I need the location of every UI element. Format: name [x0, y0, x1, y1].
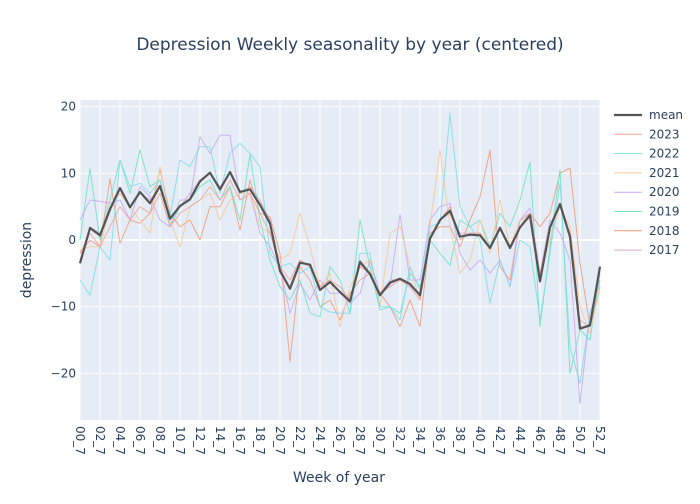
x-tick-label: 02_7 — [93, 426, 107, 455]
x-tick-label: 52_7 — [593, 426, 607, 455]
x-tick-label: 08_7 — [153, 426, 167, 455]
series-line-2021 — [79, 149, 601, 334]
x-tick-label: 16_7 — [233, 426, 247, 455]
x-tick-label: 04_7 — [113, 426, 127, 455]
legend-label-mean[interactable]: mean — [649, 108, 683, 122]
legend-label-2017[interactable]: 2017 — [649, 243, 680, 257]
series-line-2018 — [79, 149, 601, 363]
chart-title: Depression Weekly seasonality by year (c… — [136, 35, 563, 55]
series-line-mean — [78, 170, 602, 330]
x-tick-label: 36_7 — [433, 426, 447, 455]
x-tick-label: 42_7 — [493, 426, 507, 455]
x-tick-label: 26_7 — [333, 426, 347, 455]
x-tick-label: 48_7 — [553, 426, 567, 455]
y-tick-label: 0 — [68, 233, 76, 247]
x-axis-ticks: 00_7 02_7 04_7 06_7 08_7 10_7 12_7 14_7 16_7 18_7… — [73, 426, 607, 455]
x-tick-label: 18_7 — [253, 426, 267, 455]
x-tick-label: 22_7 — [293, 426, 307, 455]
y-tick-label: 20 — [61, 100, 76, 114]
y-tick-label: −20 — [51, 366, 76, 380]
x-tick-label: 34_7 — [413, 426, 427, 455]
x-tick-label: 50_7 — [573, 426, 587, 455]
x-tick-label: 44_7 — [513, 426, 527, 455]
y-axis-ticks: −20 −10 0 10 20 — [51, 100, 76, 381]
legend: mean 2023 2022 2021 2020 2019 2018 2017 — [614, 108, 683, 257]
x-tick-label: 06_7 — [133, 426, 147, 455]
x-tick-label: 40_7 — [473, 426, 487, 455]
x-tick-label: 28_7 — [353, 426, 367, 455]
legend-label-2021[interactable]: 2021 — [649, 166, 680, 180]
x-tick-label: 10_7 — [173, 426, 187, 455]
x-tick-label: 00_7 — [73, 426, 87, 455]
x-tick-label: 46_7 — [533, 426, 547, 455]
x-axis-label: Week of year — [293, 470, 385, 486]
y-axis-label: depression — [19, 222, 35, 298]
x-tick-label: 12_7 — [193, 426, 207, 455]
legend-label-2018[interactable]: 2018 — [649, 224, 680, 238]
legend-label-2022[interactable]: 2022 — [649, 147, 680, 161]
x-tick-label: 20_7 — [273, 426, 287, 455]
legend-label-2023[interactable]: 2023 — [649, 127, 680, 141]
x-tick-label: 38_7 — [453, 426, 467, 455]
x-tick-label: 14_7 — [213, 426, 227, 455]
x-tick-label: 30_7 — [373, 426, 387, 455]
y-tick-label: 10 — [61, 166, 76, 180]
grid — [79, 100, 601, 420]
legend-label-2020[interactable]: 2020 — [649, 185, 680, 199]
legend-label-2019[interactable]: 2019 — [649, 205, 680, 219]
x-tick-label: 24_7 — [313, 426, 327, 455]
x-tick-label: 32_7 — [393, 426, 407, 455]
y-tick-label: −10 — [51, 300, 76, 314]
series-layer — [78, 112, 602, 404]
